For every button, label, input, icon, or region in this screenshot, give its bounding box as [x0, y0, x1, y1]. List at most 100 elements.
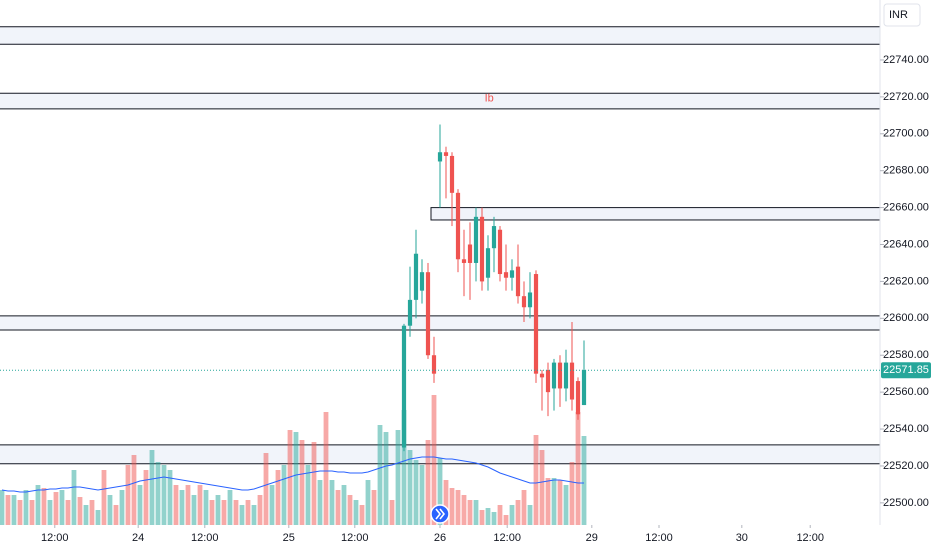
- volume-bar: [89, 500, 95, 525]
- volume-bar: [305, 465, 311, 525]
- volume-bar: [545, 478, 551, 525]
- replay-icon[interactable]: [430, 504, 450, 524]
- volume-bar: [419, 465, 425, 525]
- candle-body: [431, 355, 437, 374]
- candle-body: [539, 373, 545, 378]
- y-tick-label: 22520.00: [883, 460, 929, 472]
- x-tick-label: 12:00: [796, 532, 824, 544]
- volume-bar: [143, 470, 149, 525]
- candle-body: [479, 216, 485, 282]
- volume-bar: [149, 450, 155, 525]
- volume-bar: [311, 442, 317, 525]
- y-tick-label: 22580.00: [883, 349, 929, 361]
- volume-bar: [503, 515, 509, 525]
- volume-bar: [437, 458, 443, 525]
- candle-body: [521, 296, 527, 308]
- zone: [0, 315, 880, 330]
- volume-bar: [467, 500, 473, 525]
- volume-bar: [107, 495, 113, 525]
- volume-bar: [539, 450, 545, 525]
- volume-bar: [473, 500, 479, 525]
- volume-bar: [293, 432, 299, 525]
- candle-body: [581, 369, 587, 406]
- volume-bar: [0, 490, 5, 525]
- volume-bar: [299, 440, 305, 525]
- volume-bar: [197, 485, 203, 525]
- x-tick-label: 25: [283, 532, 295, 544]
- volume-bar: [227, 490, 233, 525]
- volume-bar: [347, 495, 353, 525]
- candle-body: [407, 299, 413, 326]
- volume-bar: [251, 505, 257, 525]
- x-tick-label: 12:00: [645, 532, 673, 544]
- x-tick-label: 30: [736, 532, 748, 544]
- volume-bar: [263, 453, 269, 525]
- candle-body: [509, 270, 515, 278]
- y-tick-label: 22640.00: [883, 238, 929, 250]
- candle-body: [563, 362, 569, 389]
- volume-bar: [371, 490, 377, 525]
- volume-bar: [23, 490, 29, 525]
- volume-bar: [497, 505, 503, 525]
- volume-bar: [425, 440, 431, 525]
- volume-bar: [413, 460, 419, 525]
- y-tick-label: 22560.00: [883, 386, 929, 398]
- candle-body: [503, 272, 509, 278]
- annotation: Ib: [485, 93, 494, 105]
- volume-bar: [533, 435, 539, 525]
- volume-bar: [551, 478, 557, 525]
- volume-bar: [569, 462, 575, 525]
- currency-label[interactable]: INR: [889, 9, 908, 21]
- x-tick-label: 26: [434, 532, 446, 544]
- candle-body: [497, 229, 503, 275]
- volume-bar: [233, 500, 239, 525]
- volume-bar: [455, 490, 461, 525]
- volume-bar: [269, 485, 275, 525]
- y-tick-label: 22740.00: [883, 54, 929, 66]
- volume-bar: [515, 500, 521, 525]
- volume-bar: [485, 508, 491, 525]
- volume-bar: [281, 465, 287, 525]
- candle-body: [515, 266, 521, 297]
- volume-bar: [317, 480, 323, 525]
- candle-body: [545, 369, 551, 393]
- volume-bar: [239, 505, 245, 525]
- volume-bar: [167, 470, 173, 525]
- volume-bar: [395, 430, 401, 525]
- volume-bar: [221, 500, 227, 525]
- zone: [0, 93, 880, 109]
- volume-bar: [11, 495, 17, 525]
- volume-bar: [59, 490, 65, 525]
- volume-bar: [245, 500, 251, 525]
- y-tick-label: 22600.00: [883, 312, 929, 324]
- volume-bar: [185, 485, 191, 525]
- volume-bar: [575, 412, 581, 525]
- volume-bar: [257, 495, 263, 525]
- y-tick-label: 22720.00: [883, 91, 929, 103]
- volume-bar: [383, 432, 389, 525]
- volume-bar: [215, 495, 221, 525]
- currency-box[interactable]: [883, 3, 921, 27]
- volume-bar: [41, 488, 47, 525]
- volume-bar: [101, 470, 107, 525]
- y-tick-label: 22700.00: [883, 128, 929, 140]
- volume-bar: [329, 480, 335, 525]
- volume-bar: [131, 455, 137, 525]
- candle-body: [443, 152, 449, 156]
- zone: [0, 26, 880, 45]
- volume-bar: [95, 510, 101, 525]
- box: [430, 207, 881, 221]
- volume-bar: [341, 485, 347, 525]
- volume-bar: [125, 465, 131, 525]
- candle-body: [575, 381, 581, 415]
- candle-body: [557, 362, 563, 389]
- volume-bar: [335, 490, 341, 525]
- volume-bar: [323, 412, 329, 525]
- volume-bar: [29, 500, 35, 525]
- volume-bar: [479, 510, 485, 525]
- last-price-tag: [881, 362, 931, 379]
- candle-body: [461, 259, 467, 263]
- last-price-label: 22571.85: [883, 364, 929, 376]
- volume-bar: [53, 492, 59, 525]
